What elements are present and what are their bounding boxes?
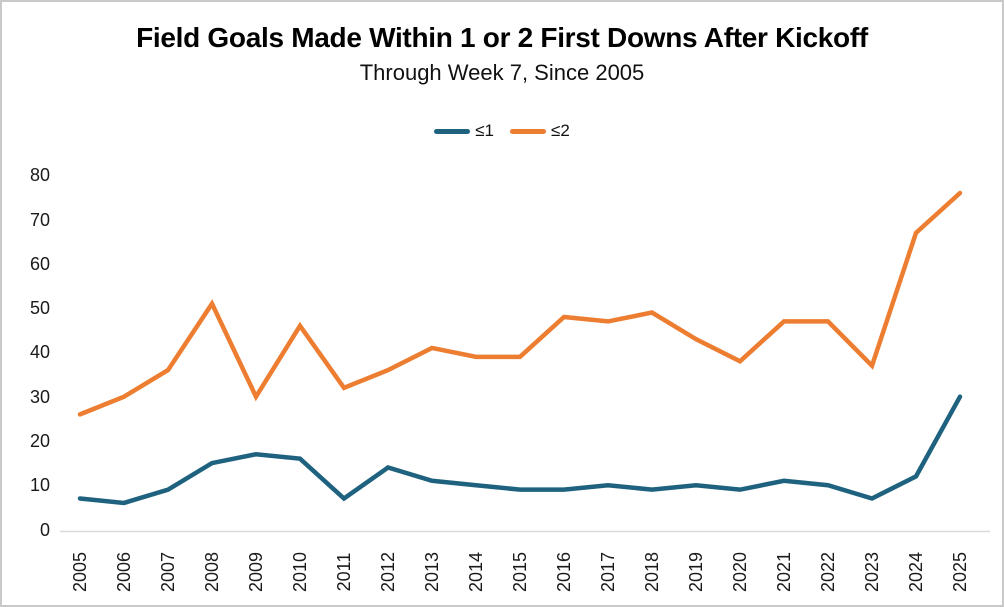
x-axis-tick-label: 2008 — [202, 551, 222, 593]
x-axis-tick-label: 2025 — [950, 551, 970, 593]
x-axis-tick-label: 2015 — [510, 551, 530, 593]
x-axis-tick-label: 2017 — [598, 551, 618, 593]
x-axis-tick-label: 2005 — [70, 551, 90, 593]
x-axis-tick-label: 2024 — [906, 551, 926, 593]
x-axis-tick-label: 2018 — [642, 551, 662, 593]
legend-label-le1: ≤1 — [475, 121, 494, 140]
legend-item-le2: ≤2 — [510, 121, 570, 141]
x-axis-tick-label: 2011 — [334, 552, 354, 592]
x-axis-tick-label: 2009 — [246, 551, 266, 593]
y-axis-tick-label: 70 — [29, 209, 50, 230]
legend-line-swatch-le2 — [510, 128, 546, 134]
x-axis-tick-label: 2022 — [818, 551, 838, 593]
chart-title: Field Goals Made Within 1 or 2 First Dow… — [136, 22, 868, 53]
y-axis-tick-label: 0 — [39, 519, 50, 540]
y-axis-tick-label: 60 — [29, 253, 50, 274]
x-axis-tick-label: 2012 — [378, 551, 398, 593]
y-axis-tick-label: 10 — [29, 475, 50, 496]
x-axis-tick-label: 2013 — [422, 551, 442, 593]
y-axis-tick-label: 80 — [29, 165, 50, 186]
x-axis-tick-label: 2007 — [158, 551, 178, 593]
x-axis-tick-label: 2010 — [290, 551, 310, 593]
chart-legend: ≤1 ≤2 — [2, 121, 1002, 141]
y-axis-tick-label: 50 — [29, 298, 50, 319]
y-axis-tick-label: 30 — [29, 386, 50, 407]
x-axis-tick-label: 2016 — [554, 551, 574, 593]
series-line-le1 — [77, 394, 963, 506]
y-axis-tick-label: 20 — [29, 430, 50, 451]
x-axis-tick-label: 2006 — [114, 551, 134, 593]
legend-item-le1: ≤1 — [434, 121, 494, 141]
legend-line-swatch-le1 — [434, 128, 471, 134]
x-axis-tick-label: 2021 — [774, 551, 794, 593]
y-axis-tick-label: 40 — [29, 342, 50, 363]
legend-label-le2: ≤2 — [551, 121, 570, 140]
x-axis-tick-label: 2019 — [686, 551, 706, 593]
chart-subtitle: Through Week 7, Since 2005 — [359, 60, 645, 85]
x-axis-tick-label: 2023 — [862, 551, 882, 593]
series-line-le2 — [77, 190, 963, 417]
x-axis-tick-label: 2014 — [466, 551, 486, 593]
x-axis-tick-label: 2020 — [730, 551, 750, 593]
